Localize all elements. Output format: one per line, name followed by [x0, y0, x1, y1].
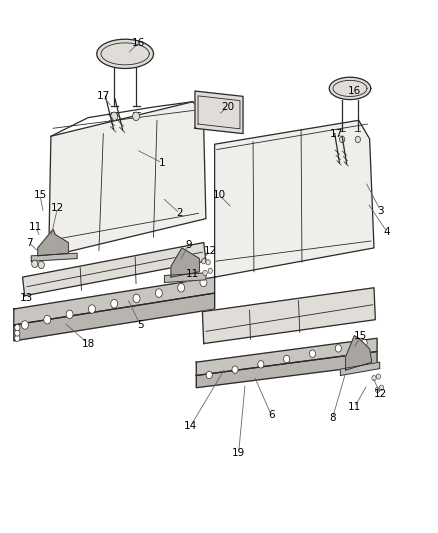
Text: 16: 16 — [131, 38, 145, 48]
Text: 2: 2 — [177, 208, 183, 219]
Text: 16: 16 — [348, 86, 361, 96]
Circle shape — [38, 261, 44, 269]
Circle shape — [14, 335, 20, 342]
Text: 6: 6 — [268, 410, 275, 421]
Circle shape — [339, 136, 345, 143]
Circle shape — [208, 268, 212, 273]
Text: 19: 19 — [232, 448, 245, 457]
Text: 17: 17 — [97, 91, 110, 101]
Circle shape — [232, 366, 238, 373]
Polygon shape — [14, 277, 215, 325]
Circle shape — [14, 325, 20, 331]
Circle shape — [133, 294, 140, 303]
Circle shape — [133, 112, 140, 120]
Circle shape — [335, 345, 341, 352]
Text: 7: 7 — [26, 238, 32, 247]
Circle shape — [201, 259, 206, 264]
Text: 12: 12 — [374, 389, 387, 399]
Polygon shape — [346, 336, 372, 370]
Text: 20: 20 — [221, 102, 234, 112]
Circle shape — [361, 340, 367, 347]
Text: 14: 14 — [184, 421, 197, 431]
Text: 11: 11 — [348, 402, 361, 413]
Circle shape — [111, 112, 118, 120]
Polygon shape — [38, 229, 68, 256]
Circle shape — [375, 387, 380, 392]
Circle shape — [32, 260, 38, 268]
Circle shape — [258, 361, 264, 368]
Polygon shape — [329, 77, 371, 100]
Text: 3: 3 — [377, 206, 384, 216]
Polygon shape — [22, 243, 206, 296]
Text: 12: 12 — [51, 203, 64, 213]
Circle shape — [206, 371, 212, 378]
Text: 18: 18 — [81, 338, 95, 349]
Circle shape — [355, 136, 360, 143]
Text: 4: 4 — [384, 227, 390, 237]
Text: 15: 15 — [354, 330, 367, 341]
Circle shape — [178, 284, 185, 292]
Circle shape — [309, 350, 315, 358]
Text: 8: 8 — [329, 413, 336, 423]
Circle shape — [88, 305, 95, 313]
Polygon shape — [31, 253, 77, 261]
Circle shape — [372, 375, 376, 381]
Polygon shape — [49, 102, 206, 256]
Polygon shape — [171, 248, 199, 277]
Polygon shape — [195, 91, 243, 134]
Text: 9: 9 — [185, 240, 192, 250]
Text: 11: 11 — [186, 270, 199, 279]
Text: 10: 10 — [212, 190, 226, 200]
Polygon shape — [97, 39, 153, 68]
Polygon shape — [196, 352, 377, 387]
Polygon shape — [196, 338, 377, 375]
Polygon shape — [215, 120, 374, 277]
Text: 5: 5 — [137, 320, 144, 330]
Text: 13: 13 — [20, 293, 34, 303]
Circle shape — [206, 260, 210, 265]
Circle shape — [203, 270, 207, 276]
Circle shape — [379, 385, 384, 390]
Text: 15: 15 — [33, 190, 46, 200]
Circle shape — [376, 374, 381, 379]
Text: 12: 12 — [204, 246, 217, 255]
Circle shape — [14, 330, 20, 336]
Text: 17: 17 — [330, 128, 343, 139]
Text: 11: 11 — [29, 222, 42, 232]
Circle shape — [200, 278, 207, 287]
Circle shape — [66, 310, 73, 319]
Circle shape — [21, 321, 28, 329]
Circle shape — [111, 300, 118, 308]
Polygon shape — [164, 273, 206, 282]
Polygon shape — [340, 362, 380, 375]
Circle shape — [284, 356, 290, 363]
Polygon shape — [14, 293, 215, 341]
Circle shape — [155, 289, 162, 297]
Circle shape — [44, 316, 51, 324]
Polygon shape — [202, 288, 375, 344]
Text: 1: 1 — [159, 158, 166, 168]
